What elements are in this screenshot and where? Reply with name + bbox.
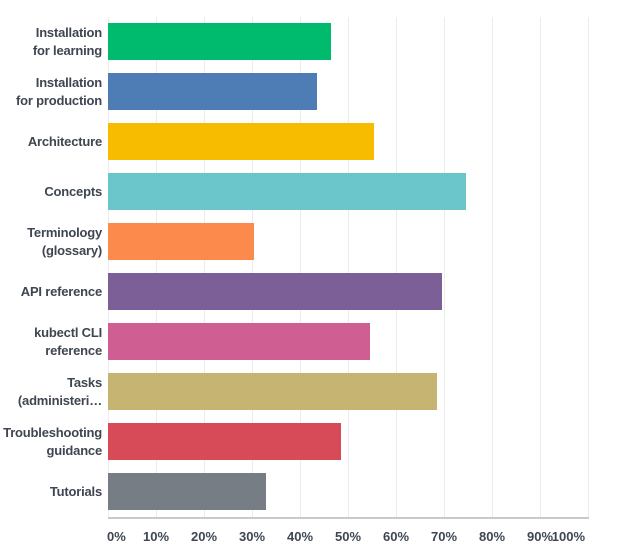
- category-label-kubectl-cli-reference: kubectl CLI reference: [0, 317, 102, 367]
- category-label-tasks-administeri: Tasks (administeri…: [0, 367, 102, 417]
- x-tick-label-0: 0%: [107, 529, 126, 544]
- category-label-line: kubectl CLI: [34, 325, 102, 340]
- bar-row-terminology-glossary: [108, 217, 588, 267]
- category-label-architecture: Architecture: [0, 117, 102, 167]
- x-tick-label-30: 30%: [238, 529, 266, 544]
- category-label-terminology-glossary: Terminology (glossary): [0, 217, 102, 267]
- gridline-30%: [252, 17, 253, 517]
- category-label-api-reference: API reference: [0, 267, 102, 317]
- bar-api-reference: [108, 273, 442, 310]
- bar-row-architecture: [108, 117, 588, 167]
- gridline-70%: [444, 17, 445, 517]
- x-axis-tick-labels: 0% 10% 20% 30% 40% 50% 60% 70% 80% 90% 100%: [107, 529, 588, 545]
- category-label-tutorials: Tutorials: [0, 467, 102, 517]
- category-label-line: for learning: [32, 43, 102, 58]
- gridline-50%: [348, 17, 349, 517]
- x-axis-line: [108, 517, 589, 519]
- category-label-line: Terminology: [27, 225, 102, 240]
- bar-terminology-glossary: [108, 223, 255, 260]
- category-label-line: Installation: [35, 75, 102, 90]
- bar-row-api-reference: [108, 267, 588, 317]
- gridline-60%: [396, 17, 397, 517]
- category-label-line: Tasks: [67, 375, 102, 390]
- bar-concepts: [108, 173, 466, 210]
- category-label-line: Tutorials: [49, 484, 102, 499]
- plot-area: [108, 17, 589, 517]
- category-label-line: Troubleshooting: [3, 425, 102, 440]
- category-label-installation-for-learning: Installation for learning: [0, 17, 102, 67]
- x-tick-label-90: 90%: [526, 529, 554, 544]
- x-tick-label-20: 20%: [190, 529, 218, 544]
- x-tick-label-80: 80%: [478, 529, 506, 544]
- category-label-concepts: Concepts: [0, 167, 102, 217]
- gridline-10%: [156, 17, 157, 517]
- bar-tasks-administeri: [108, 373, 437, 410]
- gridline-80%: [492, 17, 493, 517]
- category-label-line: (glossary): [41, 243, 102, 258]
- x-tick-label-100: 100%: [551, 529, 585, 544]
- gridline-40%: [300, 17, 301, 517]
- x-tick-label-50: 50%: [334, 529, 362, 544]
- category-label-line: Installation: [35, 25, 102, 40]
- category-labels-column: Installation for learning Installation for …: [0, 17, 102, 517]
- bar-row-tasks-administeri: [108, 367, 588, 417]
- bar-kubectl-cli-reference: [108, 323, 370, 360]
- gridline-100%: [588, 17, 589, 517]
- category-label-line: Architecture: [27, 134, 102, 149]
- bar-row-installation-for-learning: [108, 17, 588, 67]
- category-label-line: for production: [15, 93, 102, 108]
- x-tick-label-70: 70%: [430, 529, 458, 544]
- gridline-20%: [204, 17, 205, 517]
- gridline-0%: [108, 17, 109, 517]
- category-label-troubleshooting-guidance: Troubleshooting guidance: [0, 417, 102, 467]
- x-tick-label-60: 60%: [382, 529, 410, 544]
- bar-installation-for-production: [108, 73, 317, 110]
- bar-row-troubleshooting-guidance: [108, 417, 588, 467]
- bar-row-tutorials: [108, 467, 588, 517]
- x-tick-label-40: 40%: [286, 529, 314, 544]
- bar-row-concepts: [108, 167, 588, 217]
- category-label-line: guidance: [46, 443, 103, 458]
- bar-architecture: [108, 123, 375, 160]
- bar-row-kubectl-cli-reference: [108, 317, 588, 367]
- x-tick-label-10: 10%: [142, 529, 170, 544]
- bar-row-installation-for-production: [108, 67, 588, 117]
- bar-tutorials: [108, 473, 267, 510]
- category-label-line: (administeri…: [17, 393, 102, 408]
- bar-installation-for-learning: [108, 23, 332, 60]
- category-label-line: reference: [45, 343, 102, 358]
- category-label-line: Concepts: [44, 184, 102, 199]
- category-label-installation-for-production: Installation for production: [0, 67, 102, 117]
- gridline-90%: [540, 17, 541, 517]
- category-label-line: API reference: [20, 284, 102, 299]
- bar-troubleshooting-guidance: [108, 423, 341, 460]
